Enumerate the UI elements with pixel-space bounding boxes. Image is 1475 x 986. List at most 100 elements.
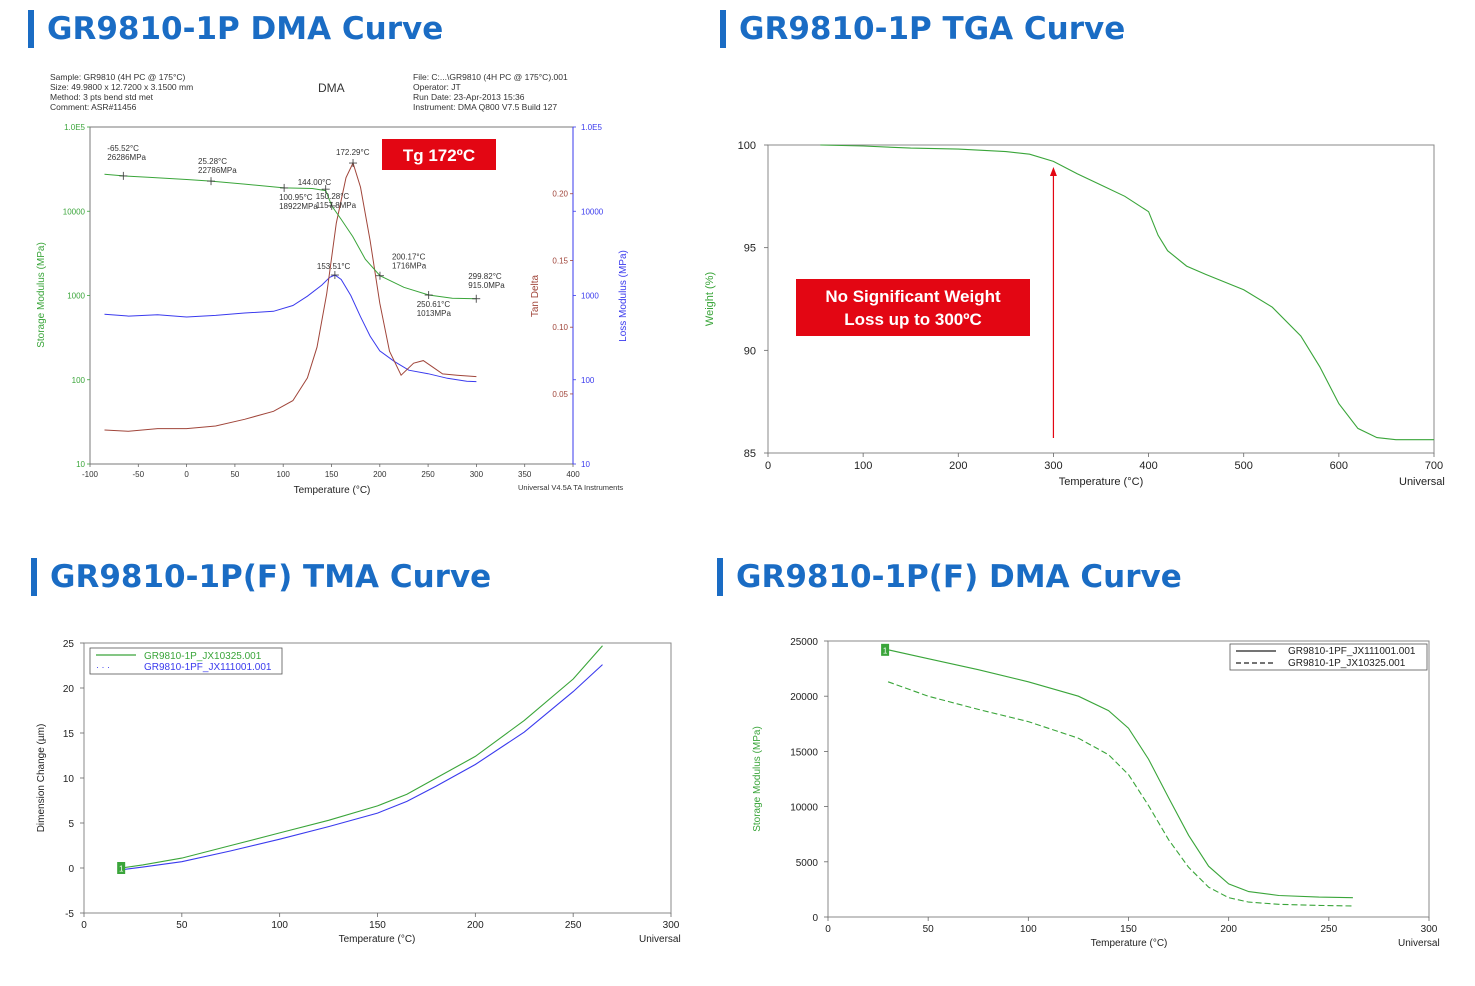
tga-x-tick-label: 700 — [1425, 460, 1443, 472]
dma1-yleft-tick-label: 1.0E5 — [64, 123, 85, 132]
dma2-y-tick-label: 20000 — [790, 692, 818, 703]
tma-ylabel: Dimension Change (µm) — [36, 724, 47, 833]
dma1-tan-tick-label: 0.20 — [552, 190, 568, 199]
tma-series-1pf-line — [121, 665, 602, 870]
dma1-annotation-temp: 100.95°C — [279, 193, 313, 202]
dma2-start-marker-label: 1 — [883, 646, 888, 655]
dma1-annotation-temp: -65.52°C — [107, 144, 139, 153]
dma2-x-tick-label: 50 — [923, 924, 935, 935]
tma-y-tick-label: 0 — [68, 864, 74, 875]
tga-y-tick-label: 95 — [744, 243, 756, 255]
tma-x-tick-label: 0 — [81, 920, 87, 931]
dma2-y-tick-label: 10000 — [790, 803, 818, 814]
dma2-legend-label-2: GR9810-1P_JX10325.001 — [1288, 658, 1406, 669]
dma1-loss-modulus-line — [105, 275, 477, 382]
dma2-footer: Universal — [1398, 938, 1440, 949]
dma1-yright-tick-label: 10 — [581, 460, 590, 469]
dma1-x-tick-label: -50 — [133, 470, 145, 479]
tma-y-tick-label: -5 — [65, 909, 74, 920]
tma-y-tick-label: 5 — [68, 819, 74, 830]
dma2-series-1p-line — [888, 682, 1353, 906]
tma-start-marker-label: 1 — [119, 865, 124, 874]
dma1-header-comment: Comment: ASR#11456 — [50, 102, 137, 112]
dma2-y-tick-label: 5000 — [796, 858, 819, 869]
dma1-annotation-value: 1157.8MPa — [316, 201, 357, 210]
tga-callout-line2: Loss up to 300ºC — [844, 310, 982, 329]
tma-x-tick-label: 150 — [369, 920, 386, 931]
tga-y-tick-label: 85 — [744, 448, 756, 460]
dma1-annotation-value: 1716MPa — [392, 262, 427, 271]
tga-x-tick-label: 300 — [1044, 460, 1062, 472]
dma1-header-method: Method: 3 pts bend std met — [50, 92, 154, 102]
dma1-x-tick-label: 200 — [373, 470, 387, 479]
dma1-annotation-temp: 172.29°C — [336, 148, 370, 157]
tga-y-tick-label: 100 — [738, 140, 756, 152]
dma1-tg-callout: Tg 172ºC — [403, 146, 475, 165]
dma1-x-tick-label: -100 — [82, 470, 99, 479]
dma2-series-1pf-line — [888, 650, 1353, 898]
dma1-annotation-temp: 250.61°C — [417, 300, 451, 309]
dma1-xlabel: Temperature (°C) — [294, 485, 371, 496]
dma1-x-tick-label: 250 — [421, 470, 435, 479]
dma2-x-tick-label: 250 — [1320, 924, 1337, 935]
tma-legend-swatch-2: · · · — [96, 662, 110, 672]
dma2-y-tick-label: 0 — [812, 913, 818, 924]
dma1-annotation-value: 1013MPa — [417, 309, 452, 318]
dma1-x-tick-label: 50 — [230, 470, 239, 479]
dma1-ylabel-tan: Tan Delta — [530, 274, 541, 317]
dma2-ylabel: Storage Modulus (MPa) — [752, 726, 763, 832]
dma1-yright-tick-label: 1.0E5 — [581, 123, 602, 132]
dma1-annotation-temp: 153.51°C — [317, 262, 351, 271]
dma2-x-tick-label: 150 — [1120, 924, 1137, 935]
dma1-annotation-temp: 200.17°C — [392, 253, 426, 262]
dma1-yleft-tick-label: 10000 — [63, 207, 86, 216]
dma1-yleft-tick-label: 100 — [72, 376, 86, 385]
tma-legend-label-2: GR9810-1PF_JX111001.001 — [144, 662, 272, 673]
dma2-x-tick-label: 100 — [1020, 924, 1037, 935]
dma2-y-tick-label: 15000 — [790, 747, 818, 758]
dma1-annotation-temp: 150.28°C — [316, 192, 350, 201]
tma-x-tick-label: 300 — [663, 920, 680, 931]
tga-x-tick-label: 100 — [854, 460, 872, 472]
dma1-plot-frame — [90, 127, 573, 464]
tga-x-tick-label: 500 — [1235, 460, 1253, 472]
dma1-tan-tick-label: 0.15 — [552, 256, 568, 265]
tga-ylabel: Weight (%) — [704, 272, 716, 326]
tma-x-tick-label: 50 — [176, 920, 188, 931]
tma-plot-frame — [84, 643, 671, 913]
dma1-annotation-value: 22786MPa — [198, 166, 237, 175]
tga-x-tick-label: 0 — [765, 460, 771, 472]
dma2-x-tick-label: 0 — [825, 924, 831, 935]
dma2-y-tick-label: 25000 — [790, 637, 818, 648]
tma-y-tick-label: 15 — [63, 729, 75, 740]
dma1-header-size: Size: 49.9800 x 12.7200 x 3.1500 mm — [50, 82, 193, 92]
tma-x-tick-label: 200 — [467, 920, 484, 931]
dma1-header-operator: Operator: JT — [413, 82, 461, 92]
dma2-x-tick-label: 200 — [1220, 924, 1237, 935]
dma1-yright-tick-label: 100 — [581, 376, 595, 385]
dma1-annotation-temp: 144.00°C — [298, 178, 332, 187]
tma-xlabel: Temperature (°C) — [339, 934, 416, 945]
tma-y-tick-label: 10 — [63, 774, 75, 785]
dma1-tan-tick-label: 0.10 — [552, 323, 568, 332]
dma1-yright-tick-label: 1000 — [581, 292, 599, 301]
dma1-annotation-value: 915.0MPa — [468, 281, 505, 290]
dma2-plot-frame — [828, 641, 1429, 917]
dma1-yleft-tick-label: 10 — [76, 460, 85, 469]
dma1-x-tick-label: 350 — [518, 470, 532, 479]
dma1-tan-tick-label: 0.05 — [552, 390, 568, 399]
tga-y-tick-label: 90 — [744, 345, 756, 357]
dma1-x-tick-label: 100 — [277, 470, 291, 479]
dma1-header-instrument: Instrument: DMA Q800 V7.5 Build 127 — [413, 102, 557, 112]
dma1-annotation-value: 26286MPa — [107, 153, 146, 162]
dma1-ylabel-right: Loss Modulus (MPa) — [618, 250, 629, 342]
dma2-legend-label-1: GR9810-1PF_JX111001.001 — [1288, 646, 1416, 657]
tma-series-1p-line — [121, 646, 602, 868]
dma1-x-tick-label: 400 — [566, 470, 580, 479]
dma1-x-tick-label: 0 — [184, 470, 189, 479]
dma1-annotation-temp: 299.82°C — [468, 272, 502, 281]
dma1-ylabel-left: Storage Modulus (MPa) — [36, 242, 47, 348]
dma2-plot: 0 50 100 150 200 250 3002500020000150001000050… — [790, 637, 1438, 935]
tga-footer: Universal — [1399, 476, 1445, 488]
